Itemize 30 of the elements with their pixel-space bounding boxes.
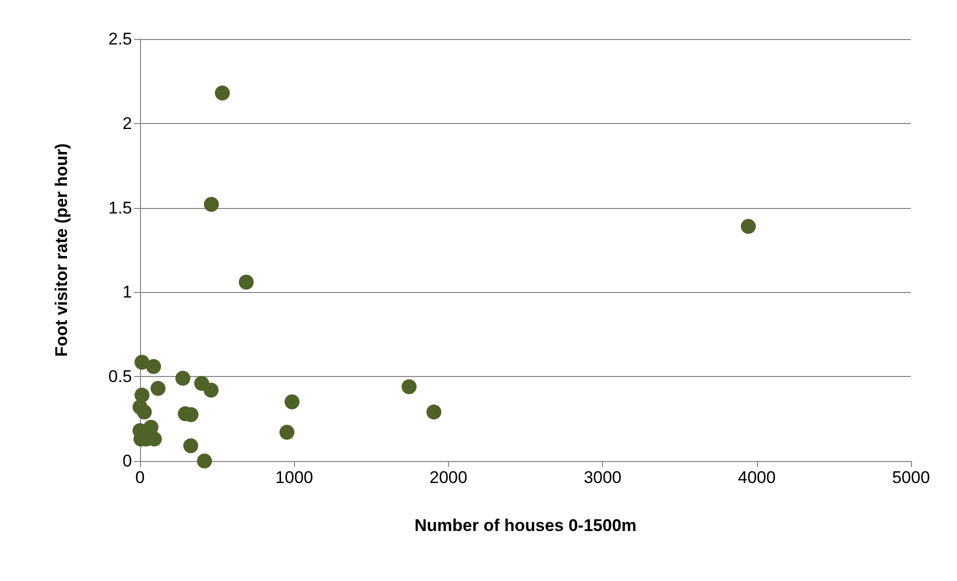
y-tick-label: 2 [122, 114, 132, 133]
x-tick-label: 0 [135, 468, 145, 487]
y-tick-label: 1 [122, 282, 132, 302]
x-tick-label: 4000 [738, 468, 776, 487]
point [150, 380, 166, 396]
point [136, 404, 152, 420]
point [204, 196, 219, 212]
point [740, 218, 756, 234]
y-axis-title: Foot visitor rate (per hour) [52, 143, 71, 357]
point [204, 382, 219, 398]
point [175, 370, 190, 386]
y-tick-label: 1.5 [108, 198, 132, 218]
point [214, 86, 230, 101]
point [183, 438, 198, 454]
x-tick-label: 1000 [275, 468, 314, 487]
point [426, 404, 442, 420]
y-tick-label: 2.5 [108, 30, 132, 48]
point [134, 354, 150, 370]
y-tick-label: 0 [122, 452, 132, 470]
point [279, 424, 294, 440]
point [284, 394, 300, 410]
point [238, 274, 254, 290]
x-axis-title: Number of houses 0-1500m [414, 516, 637, 535]
point [146, 358, 162, 374]
x-tick-label: 2000 [429, 468, 468, 487]
point [196, 454, 212, 468]
x-tick-label: 5000 [892, 468, 930, 487]
y-tick-label: 0.5 [108, 367, 132, 386]
point [402, 379, 417, 394]
x-tick-label: 3000 [584, 468, 622, 487]
